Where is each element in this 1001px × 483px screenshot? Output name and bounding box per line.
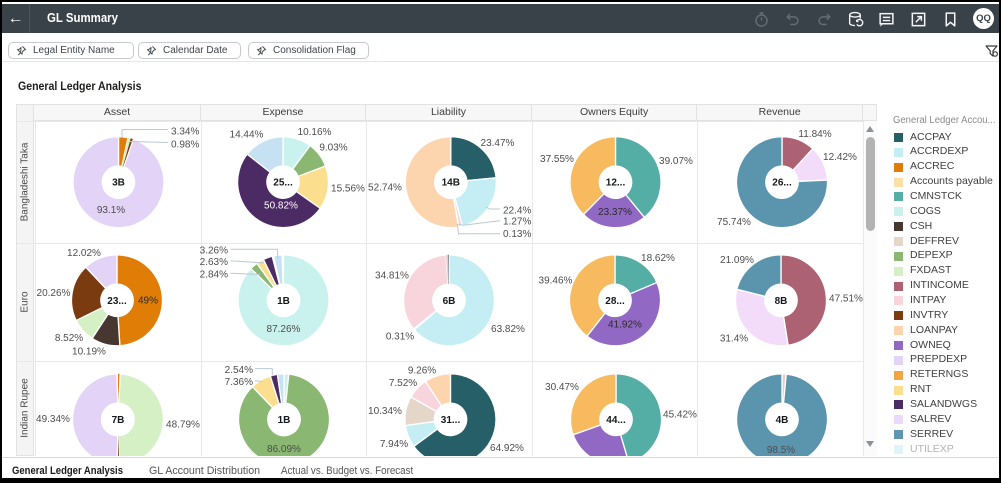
svg-text:45.42%: 45.42% — [663, 410, 697, 421]
svg-text:18.62%: 18.62% — [641, 253, 675, 264]
svg-text:7B: 7B — [112, 415, 125, 426]
svg-text:1B: 1B — [277, 296, 290, 307]
svg-text:0.13%: 0.13% — [503, 229, 531, 240]
svg-text:8B: 8B — [775, 296, 788, 307]
svg-text:39.46%: 39.46% — [539, 276, 573, 287]
svg-text:10.16%: 10.16% — [298, 127, 332, 138]
svg-text:86.09%: 86.09% — [267, 444, 301, 455]
svg-text:2.84%: 2.84% — [200, 270, 228, 281]
svg-text:12.42%: 12.42% — [823, 152, 857, 163]
svg-text:3.34%: 3.34% — [171, 127, 199, 138]
svg-text:2.54%: 2.54% — [225, 365, 253, 376]
svg-text:14B: 14B — [442, 178, 460, 189]
svg-text:12.02%: 12.02% — [67, 248, 101, 259]
svg-text:98.5%: 98.5% — [767, 445, 795, 456]
svg-text:63.82%: 63.82% — [491, 324, 525, 335]
svg-text:7.36%: 7.36% — [225, 377, 253, 388]
svg-text:0.98%: 0.98% — [171, 140, 199, 151]
svg-text:12...: 12... — [606, 178, 626, 189]
svg-text:3B: 3B — [112, 178, 125, 189]
svg-text:47.51%: 47.51% — [829, 294, 863, 305]
svg-text:1.27%: 1.27% — [503, 217, 531, 228]
svg-text:11.84%: 11.84% — [798, 129, 831, 140]
svg-text:25...: 25... — [273, 178, 293, 189]
svg-text:44...: 44... — [606, 415, 626, 426]
svg-text:23.37%: 23.37% — [598, 207, 632, 218]
svg-text:23.47%: 23.47% — [481, 138, 515, 149]
svg-text:20.26%: 20.26% — [37, 288, 71, 299]
svg-text:48.79%: 48.79% — [166, 420, 200, 431]
svg-text:26...: 26... — [772, 178, 792, 189]
svg-text:1B: 1B — [278, 415, 291, 426]
svg-text:52.74%: 52.74% — [368, 183, 402, 194]
svg-text:21.09%: 21.09% — [720, 255, 754, 266]
svg-text:64.92%: 64.92% — [490, 443, 524, 454]
svg-text:37.55%: 37.55% — [540, 154, 574, 165]
svg-text:93.1%: 93.1% — [97, 205, 125, 216]
svg-text:14.44%: 14.44% — [230, 130, 264, 141]
svg-text:28...: 28... — [605, 296, 625, 307]
svg-text:10.19%: 10.19% — [72, 347, 106, 358]
svg-text:7.94%: 7.94% — [380, 439, 408, 450]
svg-text:9.03%: 9.03% — [319, 143, 347, 154]
svg-text:49.34%: 49.34% — [36, 414, 70, 425]
svg-text:2.63%: 2.63% — [200, 257, 228, 268]
svg-text:7.52%: 7.52% — [389, 378, 417, 389]
svg-text:75.74%: 75.74% — [717, 217, 751, 228]
svg-text:4B: 4B — [776, 415, 789, 426]
svg-text:9.26%: 9.26% — [408, 366, 436, 377]
svg-text:23...: 23... — [107, 296, 127, 307]
svg-text:50.82%: 50.82% — [264, 201, 298, 212]
svg-text:0.31%: 0.31% — [386, 332, 414, 343]
svg-text:10.34%: 10.34% — [368, 406, 402, 417]
svg-text:49%: 49% — [138, 296, 158, 307]
svg-text:3.26%: 3.26% — [200, 246, 228, 257]
svg-text:31.4%: 31.4% — [720, 334, 748, 345]
svg-text:41.92%: 41.92% — [608, 320, 642, 331]
svg-text:34.81%: 34.81% — [375, 271, 409, 282]
svg-text:39.07%: 39.07% — [659, 156, 693, 167]
svg-text:31...: 31... — [441, 415, 461, 426]
svg-text:15.56%: 15.56% — [331, 184, 365, 195]
svg-text:8.52%: 8.52% — [55, 333, 83, 344]
svg-text:87.26%: 87.26% — [267, 324, 301, 335]
svg-text:22.4%: 22.4% — [503, 206, 531, 217]
svg-text:6B: 6B — [443, 296, 456, 307]
svg-text:30.47%: 30.47% — [545, 382, 579, 393]
